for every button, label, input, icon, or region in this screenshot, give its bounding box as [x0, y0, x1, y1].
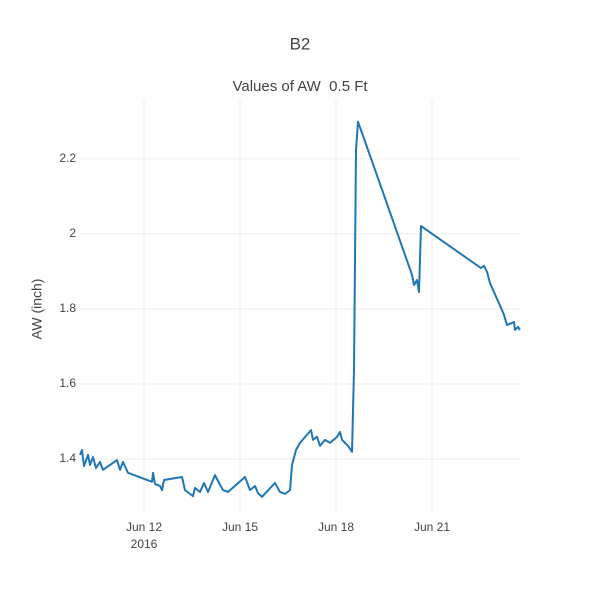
y-tick-label: 1.4: [59, 451, 76, 465]
y-tick-label: 2: [69, 226, 76, 240]
x-tick-label: Jun 18: [318, 520, 354, 534]
chart-title: B2: [290, 34, 311, 53]
x-year-label: 2016: [131, 537, 158, 551]
y-axis-label: AW (inch): [29, 279, 45, 340]
x-tick-label: Jun 21: [414, 520, 450, 534]
data-line: [79, 120, 521, 498]
y-tick-label: 2.2: [59, 151, 76, 165]
y-tick-label: 1.6: [59, 376, 76, 390]
y-tick-label: 1.8: [59, 301, 76, 315]
x-tick-label: Jun 12: [126, 520, 162, 534]
x-tick-label: Jun 15: [222, 520, 258, 534]
chart-subtitle: Values of AW 0.5 Ft: [232, 78, 368, 95]
